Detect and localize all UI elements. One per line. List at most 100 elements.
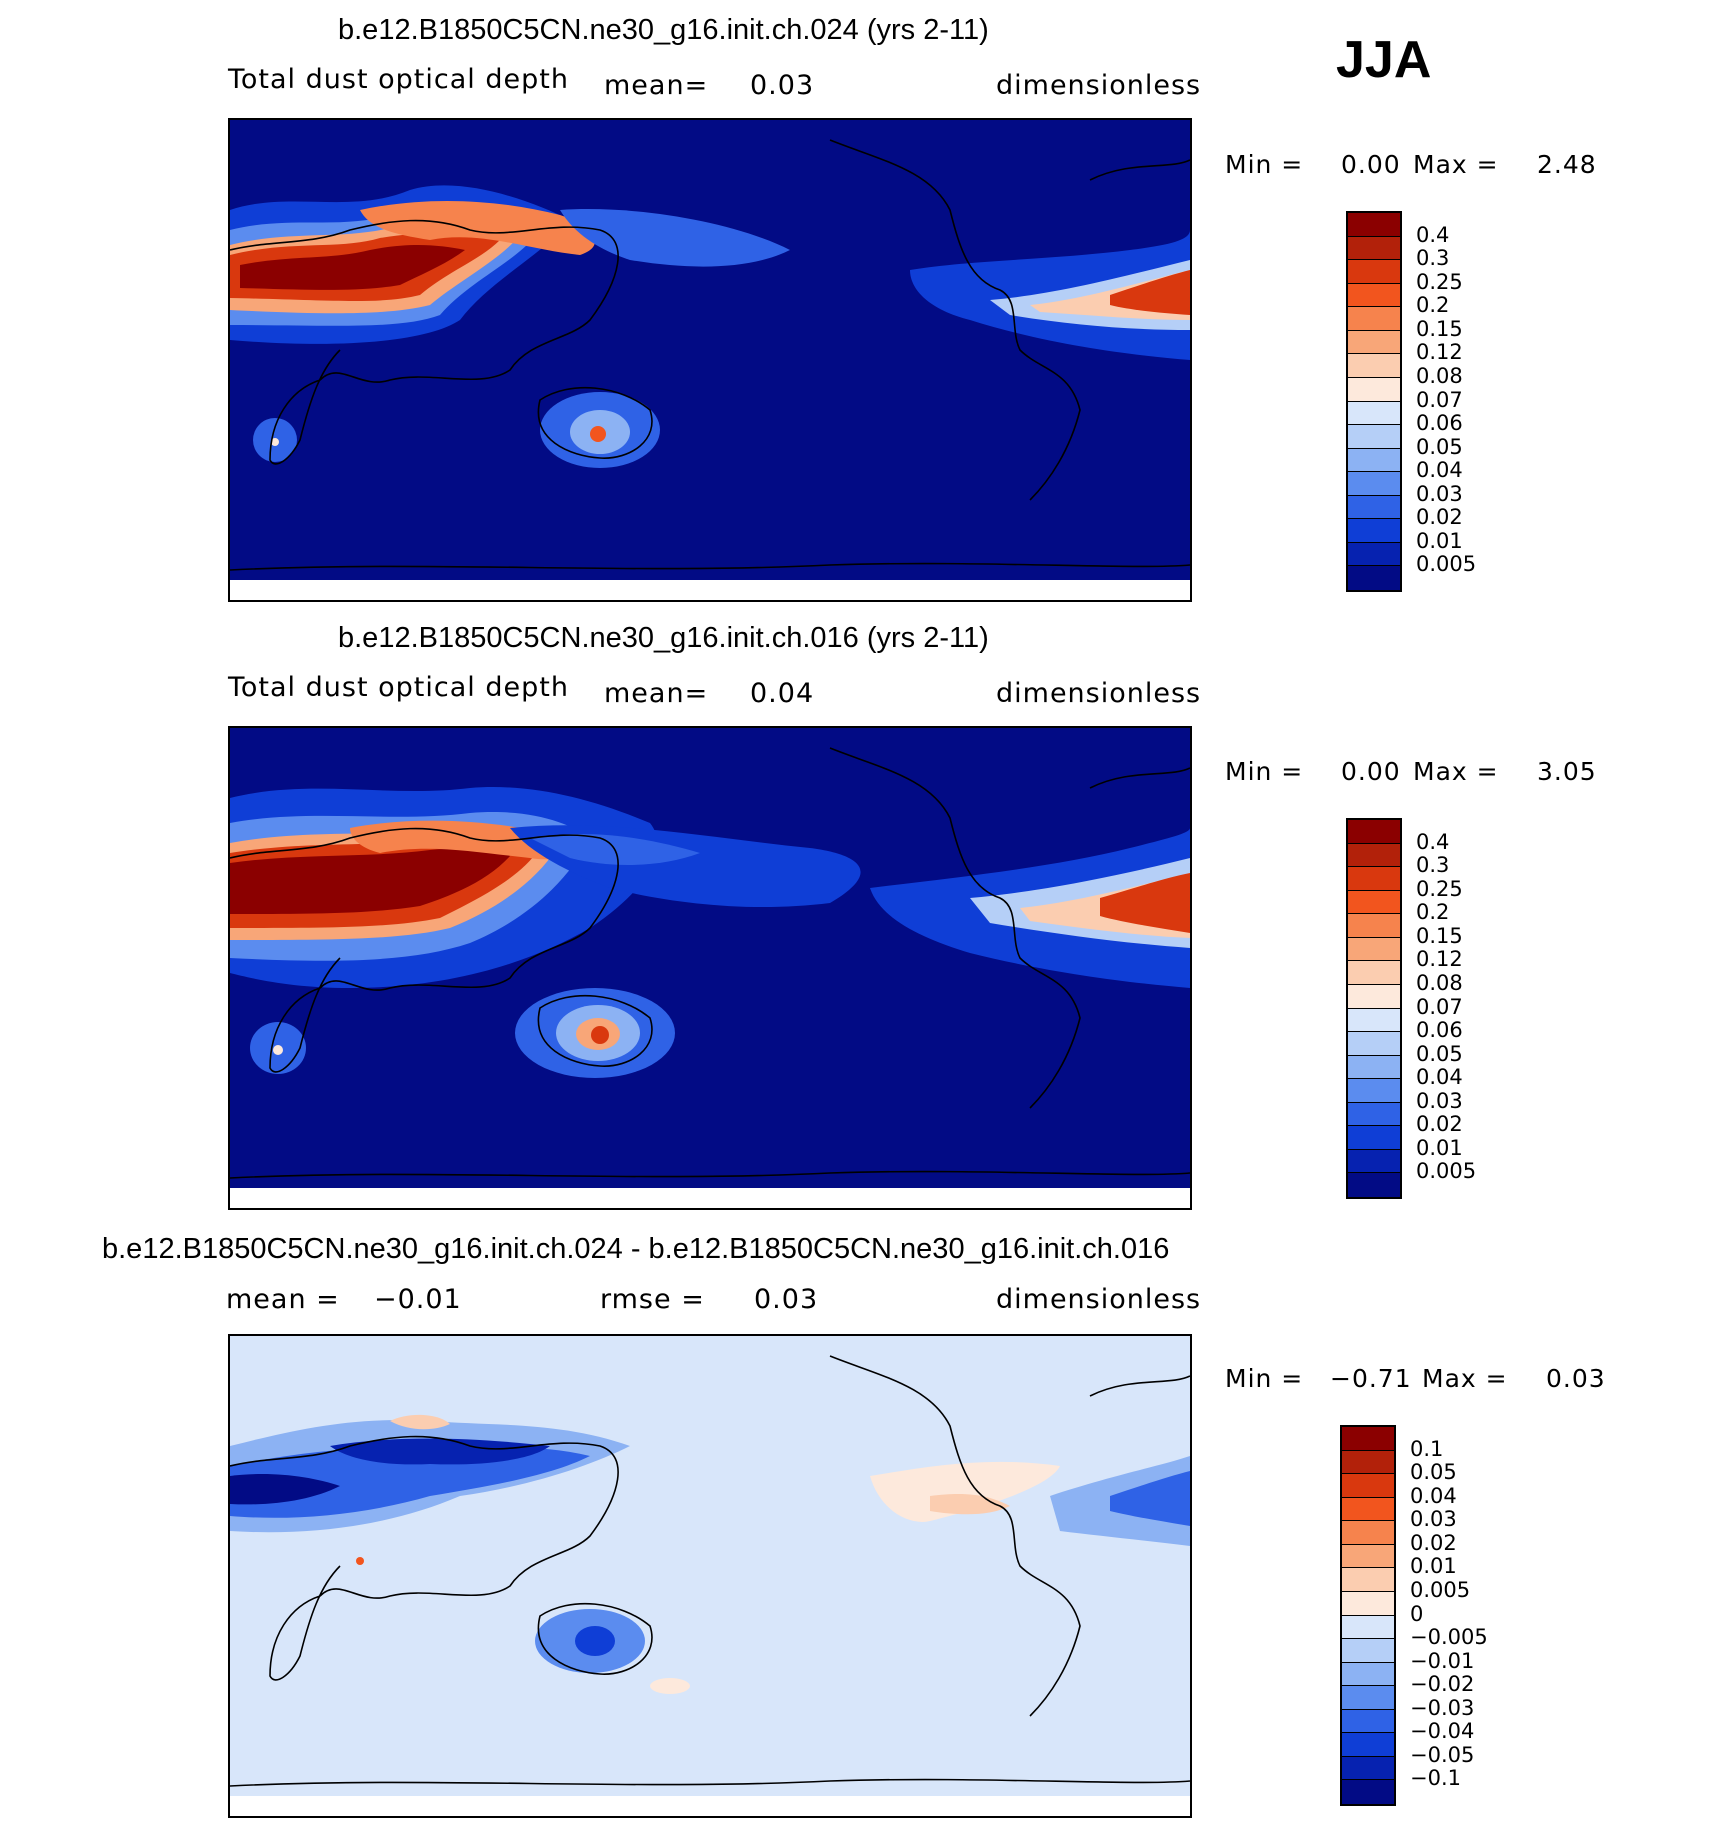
colorbar-swatch: [1348, 1032, 1400, 1056]
colorbar-tick-label: 0.01: [1410, 1554, 1457, 1579]
colorbar-swatch: [1342, 1639, 1394, 1663]
panel-middle-max-value: 3.05: [1537, 757, 1597, 786]
colorbar-tick-label: 0.15: [1416, 923, 1463, 948]
panel-top-max-label: Max =: [1413, 150, 1499, 179]
colorbar-swatch: [1348, 283, 1400, 308]
colorbar-tick-label: 0: [1410, 1601, 1424, 1626]
colorbar-swatch: [1342, 1756, 1394, 1781]
panel-middle-variable: Total dust optical depth: [228, 672, 569, 703]
panel-top-units: dimensionless: [996, 70, 1202, 101]
panel-difference-mean-value: −0.01: [374, 1284, 462, 1315]
colorbar-tick-label: 0.07: [1416, 994, 1463, 1019]
colorbar-swatch: [1342, 1497, 1394, 1522]
colorbar-swatch: [1348, 937, 1400, 962]
colorbar-swatch: [1342, 1568, 1394, 1592]
colorbar-top: [1346, 211, 1402, 592]
colorbar-tick-label: 0.1: [1410, 1436, 1444, 1461]
colorbar-swatch: [1348, 1173, 1400, 1197]
colorbar-tick-label: 0.01: [1416, 528, 1463, 553]
season-label: JJA: [1336, 31, 1432, 89]
colorbar-middle: [1346, 818, 1402, 1199]
colorbar-swatch: [1348, 260, 1400, 284]
colorbar-swatch: [1348, 961, 1400, 985]
colorbar-tick-label: 0.12: [1416, 947, 1463, 972]
colorbar-swatch: [1342, 1474, 1394, 1498]
colorbar-swatch: [1342, 1427, 1394, 1451]
colorbar-tick-label: 0.2: [1416, 900, 1450, 925]
colorbar-tick-label: 0.03: [1410, 1507, 1457, 1532]
colorbar-tick-label: −0.005: [1410, 1625, 1488, 1650]
panel-difference-min-value: −0.71: [1330, 1364, 1412, 1393]
colorbar-swatch: [1342, 1544, 1394, 1569]
colorbar-swatch: [1348, 1149, 1400, 1174]
colorbar-swatch: [1342, 1615, 1394, 1640]
panel-difference-max-value: 0.03: [1546, 1364, 1606, 1393]
panel-top-mean-label: mean=: [604, 70, 709, 101]
colorbar-tick-label: 0.02: [1416, 1112, 1463, 1137]
colorbar-swatch: [1348, 354, 1400, 378]
panel-middle-units: dimensionless: [996, 678, 1202, 709]
colorbar-swatch: [1342, 1591, 1394, 1616]
colorbar-tick-label: −0.05: [1410, 1742, 1475, 1767]
colorbar-tick-label: −0.1: [1410, 1766, 1461, 1791]
colorbar-swatch: [1348, 448, 1400, 473]
colorbar-tick-label: 0.08: [1416, 970, 1463, 995]
colorbar-swatch: [1342, 1686, 1394, 1710]
colorbar-tick-label: 0.04: [1416, 458, 1463, 483]
panel-middle-mean-label: mean=: [604, 678, 709, 709]
colorbar-swatch: [1348, 843, 1400, 868]
colorbar-swatch: [1342, 1780, 1394, 1804]
colorbar-tick-label: −0.02: [1410, 1672, 1475, 1697]
panel-difference-rmse-value: 0.03: [754, 1284, 819, 1315]
colorbar-tick-label: 0.005: [1410, 1577, 1471, 1602]
panel-middle-min-label: Min =: [1225, 757, 1304, 786]
map-panel-top: [228, 118, 1192, 602]
panel-top-min-value: 0.00: [1341, 150, 1401, 179]
colorbar-swatch: [1348, 472, 1400, 496]
colorbar-tick-label: 0.3: [1416, 246, 1450, 271]
colorbar-tick-label: 0.08: [1416, 363, 1463, 388]
colorbar-swatch: [1348, 1126, 1400, 1150]
panel-difference-mean-label: mean =: [226, 1284, 340, 1315]
colorbar-swatch: [1348, 1055, 1400, 1080]
panel-top-title: b.e12.B1850C5CN.ne30_g16.init.ch.024 (yr…: [338, 14, 989, 46]
colorbar-tick-label: 0.12: [1416, 340, 1463, 365]
colorbar-tick-label: 0.07: [1416, 387, 1463, 412]
colorbar-tick-label: 0.02: [1410, 1530, 1457, 1555]
colorbar-swatch: [1348, 890, 1400, 915]
colorbar-swatch: [1348, 1008, 1400, 1033]
panel-top-mean-value: 0.03: [750, 70, 815, 101]
panel-top-variable: Total dust optical depth: [228, 64, 569, 95]
colorbar-tick-label: −0.03: [1410, 1695, 1475, 1720]
colorbar-tick-label: 0.005: [1416, 1159, 1477, 1184]
colorbar-tick-label: 0.04: [1410, 1483, 1457, 1508]
colorbar-tick-label: 0.3: [1416, 853, 1450, 878]
colorbar-swatch: [1342, 1662, 1394, 1687]
colorbar-swatch: [1342, 1733, 1394, 1757]
panel-difference-title: b.e12.B1850C5CN.ne30_g16.init.ch.024 - b…: [102, 1233, 1170, 1265]
colorbar-swatch: [1348, 236, 1400, 261]
colorbar-swatch: [1348, 1102, 1400, 1127]
panel-top-min-label: Min =: [1225, 150, 1304, 179]
colorbar-tick-label: 0.05: [1416, 1041, 1463, 1066]
colorbar-swatch: [1348, 867, 1400, 891]
colorbar-swatch: [1348, 519, 1400, 543]
colorbar-swatch: [1348, 307, 1400, 331]
panel-difference-rmse-label: rmse =: [600, 1284, 705, 1315]
panel-difference-units: dimensionless: [996, 1284, 1202, 1315]
map-panel-difference: [228, 1334, 1192, 1818]
colorbar-swatch: [1348, 213, 1400, 237]
colorbar-swatch: [1348, 330, 1400, 355]
colorbar-tick-label: 0.2: [1416, 293, 1450, 318]
colorbar-swatch: [1348, 566, 1400, 590]
panel-middle-mean-value: 0.04: [750, 678, 815, 709]
colorbar-tick-label: 0.04: [1416, 1065, 1463, 1090]
colorbar-tick-label: −0.04: [1410, 1719, 1475, 1744]
colorbar-tick-label: 0.03: [1416, 481, 1463, 506]
colorbar-swatch: [1348, 495, 1400, 520]
panel-top-max-value: 2.48: [1537, 150, 1597, 179]
panel-middle-title: b.e12.B1850C5CN.ne30_g16.init.ch.016 (yr…: [338, 622, 989, 654]
colorbar-tick-label: 0.4: [1416, 829, 1450, 854]
colorbar-swatch: [1348, 984, 1400, 1009]
colorbar-tick-label: 0.06: [1416, 411, 1463, 436]
